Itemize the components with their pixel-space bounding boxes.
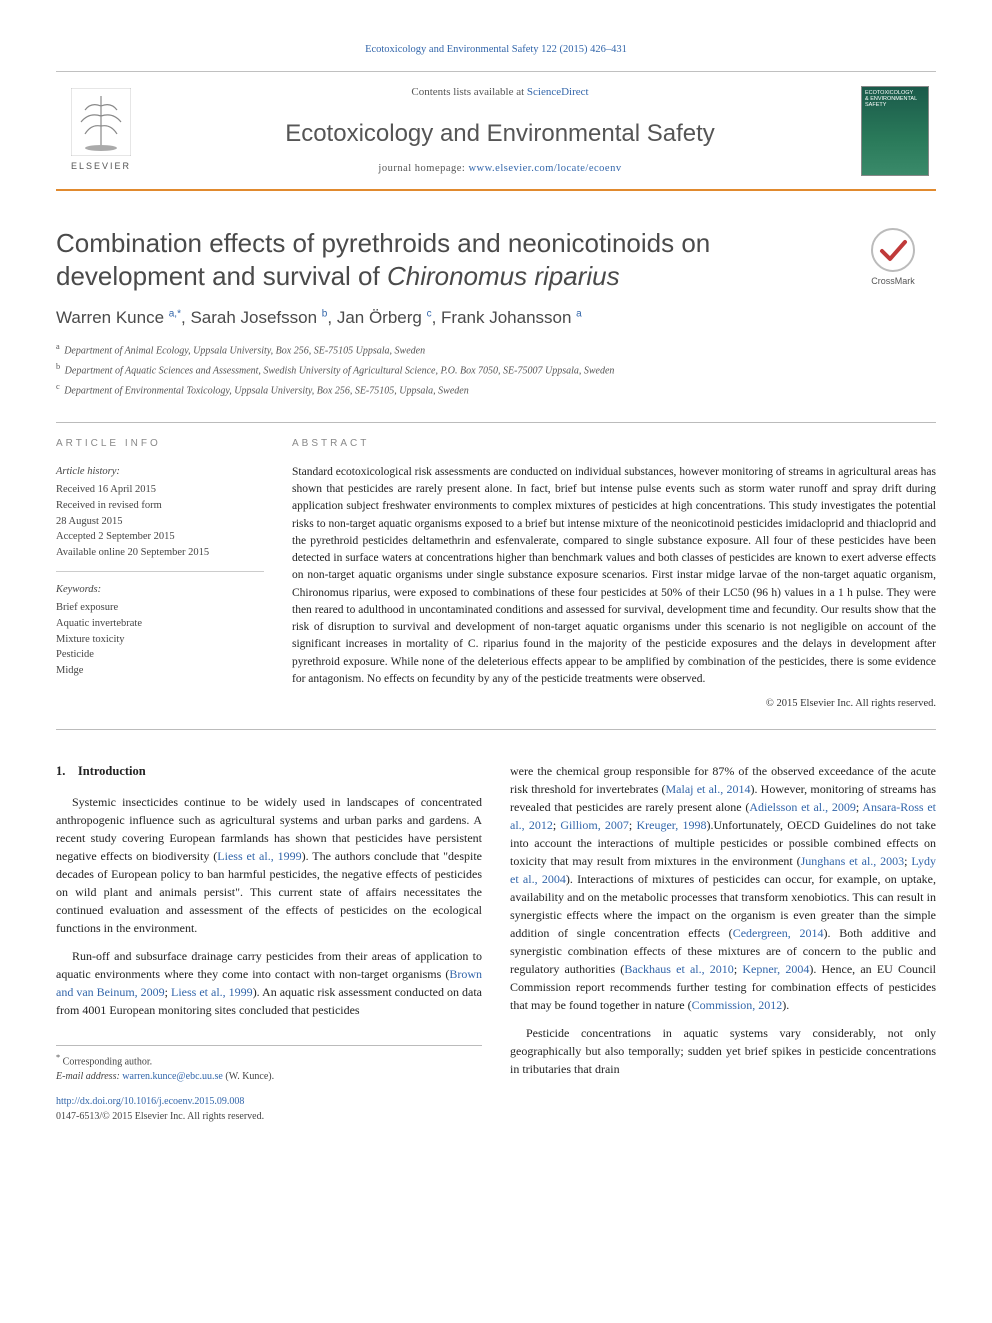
ref-link[interactable]: Cedergreen, 2014	[733, 926, 824, 940]
ref-link[interactable]: Kepner, 2004	[742, 962, 809, 976]
history-label: Article history:	[56, 464, 264, 479]
author: Jan Örberg c	[337, 308, 432, 327]
article-info: ARTICLE INFO Article history: Received 1…	[56, 437, 264, 711]
ref-link[interactable]: Adielsson et al., 2009	[749, 800, 856, 814]
section-heading: 1. Introduction	[56, 762, 482, 781]
email-label: E-mail address:	[56, 1071, 122, 1082]
affiliation: b Department of Aquatic Sciences and Ass…	[56, 361, 936, 379]
corresponding-author: * * Corresponding author.Corresponding a…	[56, 1052, 482, 1069]
ref-link[interactable]: Malaj et al., 2014	[665, 782, 750, 796]
body-column-right: were the chemical group responsible for …	[510, 762, 936, 1124]
article-title: Combination effects of pyrethroids and n…	[56, 227, 836, 292]
abstract-text: Standard ecotoxicological risk assessmen…	[292, 464, 936, 688]
cover-text-bottom: & ENVIRONMENTAL SAFETY	[865, 96, 917, 108]
article-info-heading: ARTICLE INFO	[56, 437, 264, 452]
crossmark-badge[interactable]: CrossMark	[850, 227, 936, 288]
body-text: Pesticide concentrations in aquatic syst…	[510, 1026, 936, 1076]
history-line: Accepted 2 September 2015	[56, 529, 264, 545]
section-title: Introduction	[78, 764, 146, 778]
body-columns: 1. Introduction Systemic insecticides co…	[56, 762, 936, 1124]
abstract-heading: ABSTRACT	[292, 437, 936, 452]
elsevier-tree-icon	[71, 88, 131, 156]
sciencedirect-link[interactable]: ScienceDirect	[527, 86, 589, 98]
body-column-left: 1. Introduction Systemic insecticides co…	[56, 762, 482, 1124]
ref-link[interactable]: Liess et al., 1999	[171, 985, 253, 999]
crossmark-label: CrossMark	[871, 275, 915, 288]
abstract: ABSTRACT Standard ecotoxicological risk …	[292, 437, 936, 711]
issn-copyright: 0147-6513/© 2015 Elsevier Inc. All right…	[56, 1111, 264, 1122]
affiliation: c Department of Environmental Toxicology…	[56, 381, 936, 399]
email-link[interactable]: warren.kunce@ebc.uu.se	[122, 1071, 223, 1082]
keywords-label: Keywords:	[56, 582, 264, 597]
journal-homepage-link[interactable]: www.elsevier.com/locate/ecoenv	[468, 163, 621, 174]
history-line: Received in revised form	[56, 498, 264, 514]
journal-header: ELSEVIER Contents lists available at Sci…	[56, 71, 936, 191]
body-text: ).	[782, 998, 789, 1012]
doi-link[interactable]: http://dx.doi.org/10.1016/j.ecoenv.2015.…	[56, 1096, 244, 1107]
history-line: Available online 20 September 2015	[56, 545, 264, 561]
ref-link[interactable]: Gilliom, 2007	[560, 818, 629, 832]
ref-link[interactable]: Kreuger, 1998	[636, 818, 706, 832]
keyword: Aquatic invertebrate	[56, 616, 264, 632]
author: Warren Kunce a,*	[56, 308, 181, 327]
history-line: Received 16 April 2015	[56, 482, 264, 498]
keyword: Midge	[56, 663, 264, 679]
section-number: 1.	[56, 764, 65, 778]
ref-link[interactable]: Junghans et al., 2003	[801, 854, 905, 868]
crossmark-icon	[870, 227, 916, 273]
article-title-species: Chironomus riparius	[387, 261, 620, 291]
author: Frank Johansson a	[441, 308, 582, 327]
citation-link[interactable]: Ecotoxicology and Environmental Safety 1…	[365, 44, 627, 55]
affiliations: a Department of Animal Ecology, Uppsala …	[56, 341, 936, 398]
abstract-copyright: © 2015 Elsevier Inc. All rights reserved…	[292, 696, 936, 711]
ref-link[interactable]: Backhaus et al., 2010	[624, 962, 734, 976]
affiliation: a Department of Animal Ecology, Uppsala …	[56, 341, 936, 359]
journal-cover: ECOTOXICOLOGY& ENVIRONMENTAL SAFETY	[854, 72, 936, 189]
contents-line: Contents lists available at ScienceDirec…	[152, 85, 848, 101]
body-text: Run-off and subsurface drainage carry pe…	[56, 949, 482, 981]
keyword: Pesticide	[56, 647, 264, 663]
publisher-name: ELSEVIER	[71, 160, 131, 173]
keyword: Brief exposure	[56, 600, 264, 616]
history-line: 28 August 2015	[56, 514, 264, 530]
publisher-logo: ELSEVIER	[56, 72, 146, 189]
ref-link[interactable]: Commission, 2012	[692, 998, 783, 1012]
homepage-line: journal homepage: www.elsevier.com/locat…	[152, 161, 848, 176]
keyword: Mixture toxicity	[56, 632, 264, 648]
author: Sarah Josefsson b	[190, 308, 327, 327]
contents-prefix: Contents lists available at	[411, 86, 526, 98]
ref-link[interactable]: Liess et al., 1999	[217, 849, 301, 863]
footnotes: * * Corresponding author.Corresponding a…	[56, 1045, 482, 1124]
top-citation: Ecotoxicology and Environmental Safety 1…	[56, 42, 936, 57]
email-suffix: (W. Kunce).	[223, 1071, 274, 1082]
homepage-prefix: journal homepage:	[378, 163, 468, 174]
author-list: Warren Kunce a,*, Sarah Josefsson b, Jan…	[56, 306, 936, 331]
journal-title: Ecotoxicology and Environmental Safety	[152, 117, 848, 152]
